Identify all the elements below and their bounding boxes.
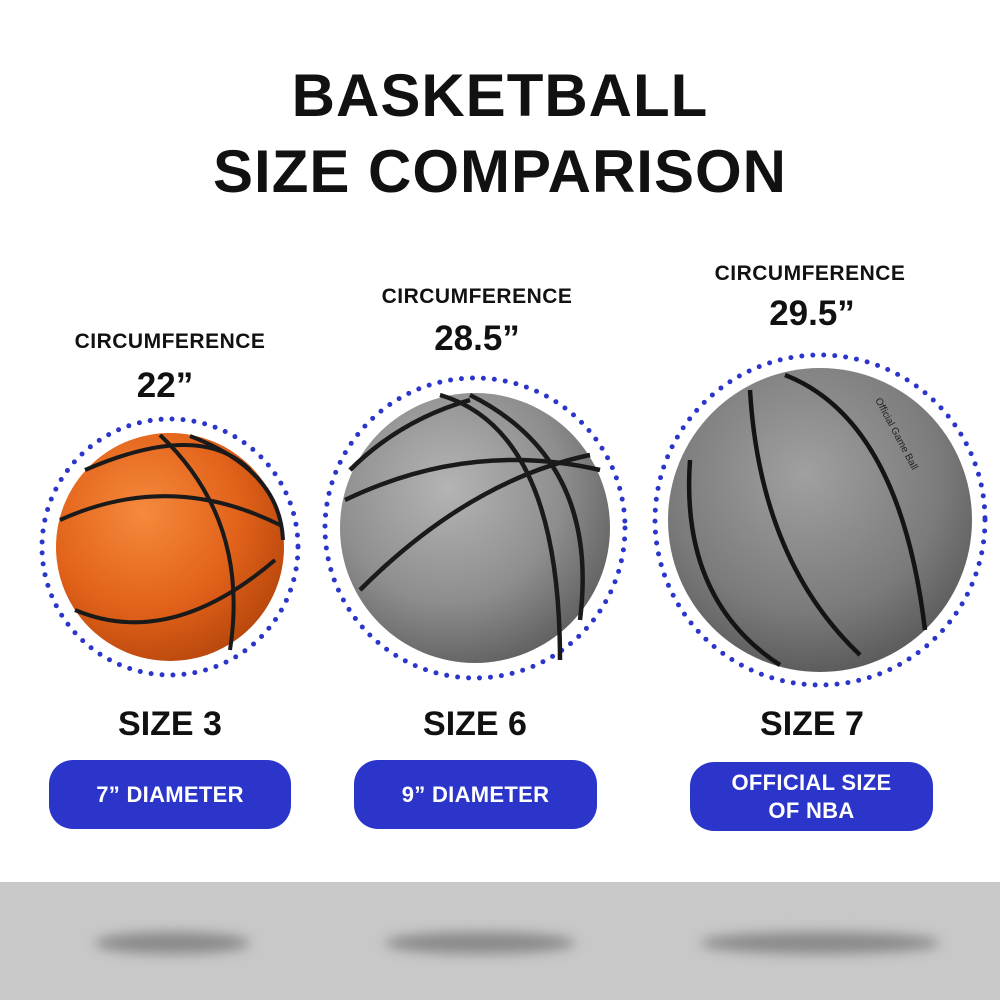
basketball-size7: Official Game Ball — [652, 352, 988, 688]
circumference-value-size7: 29.5” — [769, 294, 855, 333]
dotted-ring — [652, 352, 988, 688]
title-line-2: SIZE COMPARISON — [213, 138, 787, 205]
basketball-size6 — [322, 375, 628, 681]
badge-text-line2: OF NBA — [768, 797, 855, 823]
diameter-badge-size3: 7” DIAMETER — [49, 760, 291, 829]
dotted-ring — [39, 416, 301, 678]
shadow-size7 — [700, 932, 940, 954]
official-badge-size7: OFFICIAL SIZE OF NBA — [690, 762, 933, 831]
diameter-badge-size6: 9” DIAMETER — [354, 760, 597, 829]
circumference-value-size3: 22” — [136, 366, 194, 405]
dotted-ring — [322, 375, 628, 681]
size-label-size6: SIZE 6 — [423, 705, 527, 743]
badge-text-line1: OFFICIAL SIZE — [731, 770, 892, 795]
size-label-size7: SIZE 7 — [760, 705, 864, 743]
shadow-size3 — [95, 932, 250, 954]
circumference-label-size6: CIRCUMFERENCE — [381, 285, 573, 308]
shadow-size6 — [385, 932, 575, 954]
circumference-label-size7: CIRCUMFERENCE — [714, 262, 906, 285]
basketball-size3 — [39, 416, 301, 678]
circumference-value-size6: 28.5” — [434, 319, 520, 358]
title-line-1: BASKETBALL — [291, 62, 709, 129]
size-label-size3: SIZE 3 — [118, 705, 222, 743]
circumference-label-size3: CIRCUMFERENCE — [74, 330, 266, 353]
badge-text: 7” DIAMETER — [96, 781, 244, 807]
badge-text: 9” DIAMETER — [401, 781, 550, 807]
